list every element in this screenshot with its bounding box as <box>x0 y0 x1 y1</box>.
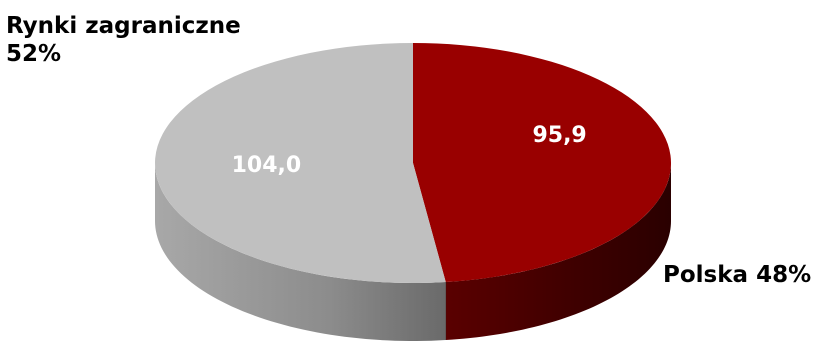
slice-value-label-foreign-markets: 104,0 <box>232 153 302 178</box>
pie-sides <box>155 163 671 341</box>
pie-side-foreign-markets <box>155 163 446 341</box>
slice-name-foreign-markets: Rynki zagraniczne <box>6 13 241 39</box>
slice-name-poland: Polska <box>663 262 749 288</box>
pie-slice-poland <box>413 42 672 283</box>
pie-value-labels: 95,9 104,0 <box>232 123 587 178</box>
slice-percent-foreign-markets: 52% <box>6 41 62 67</box>
slice-value-label-poland: 95,9 <box>532 123 586 148</box>
pie-side-poland <box>445 163 671 341</box>
legend-label-poland: Polska 48% <box>663 261 811 289</box>
legend-label-foreign-markets: Rynki zagraniczne 52% <box>6 12 241 68</box>
slice-percent-poland: 48% <box>756 262 812 288</box>
pie-tops <box>155 42 672 283</box>
pie-slice-foreign-markets <box>155 43 446 283</box>
